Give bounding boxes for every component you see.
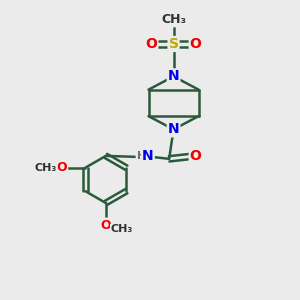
Text: O: O — [190, 37, 202, 51]
Text: N: N — [168, 69, 179, 83]
Text: N: N — [142, 149, 154, 163]
Text: H: H — [136, 151, 146, 161]
Text: CH₃: CH₃ — [111, 224, 133, 235]
Text: O: O — [100, 219, 111, 232]
Text: CH₃: CH₃ — [161, 14, 186, 26]
Text: O: O — [190, 149, 202, 163]
Text: S: S — [169, 37, 178, 51]
Text: N: N — [168, 122, 179, 136]
Text: O: O — [146, 37, 158, 51]
Text: CH₃: CH₃ — [34, 163, 57, 173]
Text: O: O — [57, 161, 67, 174]
